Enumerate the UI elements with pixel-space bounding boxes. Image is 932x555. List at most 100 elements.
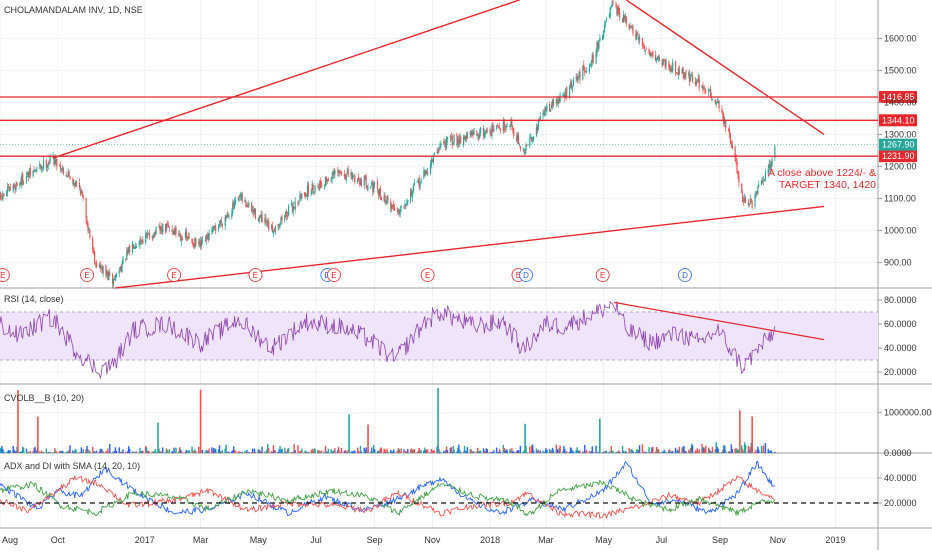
volume-bar	[264, 451, 266, 453]
volume-bar	[305, 451, 308, 453]
candle-body	[486, 130, 488, 132]
volume-bar	[180, 451, 183, 453]
volume-bar	[298, 452, 300, 453]
candle-body	[535, 127, 538, 136]
volume-bar	[404, 451, 406, 453]
candle-body	[450, 136, 452, 137]
candle-body	[470, 133, 472, 136]
volume-bar	[204, 451, 207, 453]
level-price-tag	[879, 91, 917, 104]
volume-bar	[259, 450, 261, 453]
candle-body	[771, 158, 773, 167]
candle-body	[39, 164, 41, 167]
volume-bar	[707, 447, 710, 453]
volume-bar	[518, 451, 521, 453]
volume-bar	[384, 449, 386, 453]
candle-body	[546, 105, 548, 112]
candle-body	[54, 160, 56, 164]
candle-body	[204, 240, 206, 242]
level-price-tag-label: 1231.90	[882, 151, 915, 161]
volume-spike-bar	[739, 410, 741, 453]
candle-body	[550, 105, 553, 109]
volume-bar	[192, 450, 194, 453]
volume-bar	[771, 451, 773, 453]
candle-body	[35, 169, 37, 172]
volume-bar	[0, 447, 2, 453]
volume-bar	[592, 452, 594, 453]
candle-body	[728, 129, 731, 135]
volume-bar	[162, 447, 164, 453]
candle-body	[523, 149, 525, 153]
candle-body	[194, 237, 196, 247]
volume-bar	[231, 451, 233, 453]
candle-body	[417, 179, 419, 182]
candle-body	[67, 172, 69, 174]
candle-body	[220, 220, 222, 223]
event-marker	[0, 268, 10, 282]
volume-bar	[127, 451, 129, 453]
volume-bar	[266, 449, 268, 453]
candle-body	[576, 77, 578, 80]
volume-bar	[669, 449, 671, 453]
volume-bar	[88, 451, 90, 453]
volume-bar	[53, 452, 55, 453]
candle-body	[226, 215, 228, 217]
volume-bar	[373, 449, 376, 453]
candle-body	[393, 207, 396, 211]
volume-bar	[637, 450, 640, 453]
candle-body	[291, 204, 293, 211]
candle-body	[346, 170, 348, 173]
candle-body	[45, 160, 47, 168]
volume-bar	[121, 452, 123, 453]
candle-body	[105, 265, 107, 275]
volume-bar	[81, 451, 84, 453]
volume-bar	[7, 450, 10, 453]
volume-bar	[478, 451, 480, 453]
candle-body	[115, 273, 117, 277]
candle-body	[114, 274, 117, 281]
candle-body	[480, 127, 482, 133]
candle-body	[89, 229, 91, 238]
candle-body	[542, 112, 544, 116]
rsi-line	[0, 300, 776, 380]
candle-body	[391, 205, 393, 209]
candle-body	[12, 184, 14, 191]
price-y-tick-label: 1300.00	[884, 129, 917, 139]
volume-bar	[220, 451, 223, 453]
candle-body	[429, 164, 432, 174]
candle-body	[384, 195, 386, 203]
volume-bar	[188, 450, 190, 453]
candle-body	[392, 204, 395, 208]
volume-bar	[410, 448, 413, 453]
level-price-tag	[879, 114, 917, 127]
candle-body	[347, 169, 349, 177]
volume-bar	[584, 444, 586, 453]
candle-body	[298, 202, 300, 205]
candle-body	[233, 202, 235, 207]
volume-bar	[34, 446, 36, 453]
volume-bar	[152, 451, 154, 453]
volume-bar	[760, 446, 763, 453]
events-layer[interactable]: EEEEDEEEDED	[0, 268, 692, 282]
candle-body	[755, 191, 757, 195]
volume-bar	[35, 451, 37, 453]
price-candles-layer[interactable]	[0, 0, 776, 289]
candle-body	[491, 124, 493, 137]
volume-bar	[711, 446, 714, 453]
candle-body	[504, 128, 506, 130]
candle-body	[695, 81, 697, 85]
volume-bar	[556, 448, 558, 453]
volume-bar	[85, 449, 87, 453]
rsi-y-tick-label: 40.0000	[884, 343, 917, 353]
volume-bar	[499, 451, 502, 453]
candle-body	[106, 272, 108, 277]
candle-body	[240, 193, 242, 198]
volume-bar	[147, 450, 150, 453]
volume-bar	[643, 451, 646, 453]
candle-body	[524, 151, 526, 154]
volume-bar	[400, 448, 402, 453]
candle-body	[562, 95, 564, 96]
volume-bar	[632, 450, 634, 453]
volume-bar	[457, 447, 459, 453]
volume-bar	[15, 451, 17, 453]
